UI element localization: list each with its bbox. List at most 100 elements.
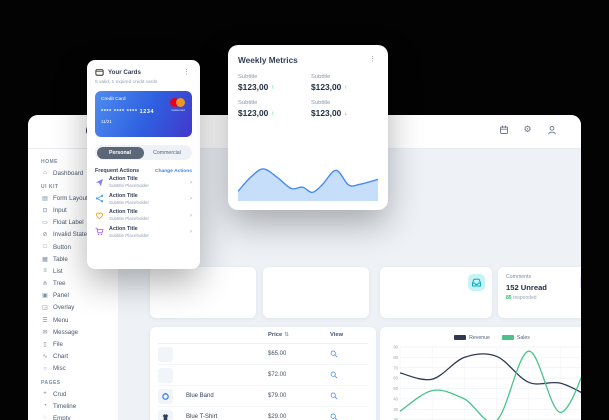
sidebar-item-input[interactable]: ⊡ Input (42, 206, 67, 214)
weekly-metric: Subtitle $123,00 ↑ (238, 100, 305, 118)
message-icon: ✉ (42, 329, 48, 336)
frequent-action-item[interactable]: Action Title Subtitle Placeholder › (95, 191, 192, 208)
trend-down-icon: ↓ (344, 109, 348, 117)
sidebar-item-misc[interactable]: ○ Misc (41, 363, 118, 375)
sidebar-item-list[interactable]: ≡ List (41, 265, 118, 277)
action-subtitle: Subtitle Placeholder (109, 199, 150, 205)
sidebar-item-message[interactable]: ✉ Message (42, 328, 79, 336)
weekly-metrics-menu-button[interactable]: ⋮ (369, 56, 376, 63)
sidebar-section-pages: PAGES (41, 380, 61, 386)
your-cards-menu-button[interactable]: ⋮ (183, 68, 190, 76)
metric-value: $123,00 ↑ (238, 108, 275, 118)
sidebar-item-form-layout[interactable]: ▤ Form Layout (42, 194, 88, 202)
send-icon (95, 178, 104, 187)
your-cards-title: Your Cards (108, 69, 141, 76)
table-row: Blue T-Shirt $29.00 (158, 407, 368, 420)
float-label-icon: ▭ (42, 220, 48, 227)
product-name: Blue Band (186, 393, 214, 399)
action-title: Action Title (109, 192, 138, 199)
panel-icon: ▣ (42, 293, 48, 300)
empty-icon: ◌ (43, 415, 47, 420)
sidebar-section-home: HOME (41, 159, 58, 165)
revenue-sales-chart-card: Revenue Sales 102030405060708090JanuaryFe… (380, 327, 581, 420)
settings-icon[interactable]: ⚙ (523, 124, 532, 134)
card-type-tabs: Personal Commercial (95, 145, 192, 160)
table-row: $65.00 (158, 344, 368, 365)
line-chart: 102030405060708090JanuaryFebruaryMarchAp… (386, 342, 581, 420)
chevron-right-icon: › (189, 195, 192, 203)
comments-responded: 85 responded (506, 294, 537, 301)
calendar-icon[interactable] (498, 124, 509, 135)
sidebar-item-table[interactable]: ▦ Table (42, 255, 68, 263)
weekly-metric: Subtitle $123,00 ↑ (311, 74, 378, 92)
weekly-metrics-sparkline (238, 161, 378, 201)
comments-label: Comments (506, 274, 532, 280)
sidebar-item-crud[interactable]: + Crud (41, 388, 118, 400)
view-product-button[interactable] (330, 371, 368, 379)
table-row: Blue Band $79.00 (158, 386, 368, 407)
legend-swatch (501, 335, 514, 340)
view-product-button[interactable] (330, 350, 368, 358)
sales-line (399, 350, 581, 420)
legend-item-revenue[interactable]: Revenue (454, 335, 490, 341)
sidebar-item-chart[interactable]: ∿ Chart (42, 353, 69, 361)
weekly-metrics-grid: Subtitle $123,00 ↑ Subtitle $123,00 ↑ Subtitle… (238, 74, 378, 118)
heart-icon (95, 211, 104, 220)
legend-swatch (454, 335, 467, 340)
your-cards-card: Your Cards ⋮ 5 valid, 1 expired credit c… (87, 60, 200, 269)
svg-text:70: 70 (393, 365, 398, 370)
comments-count: 152 Unread (506, 282, 547, 292)
inbox-icon (468, 274, 485, 291)
sidebar-item-file[interactable]: ▯ File (41, 338, 118, 350)
weekly-metric: Subtitle $123,00 ↑ (238, 74, 305, 92)
view-product-button[interactable] (330, 413, 368, 420)
svg-text:50: 50 (393, 386, 398, 391)
credit-card-number: **** **** **** 1234 (101, 109, 155, 115)
file-icon: ▯ (43, 342, 47, 349)
trend-up-icon: ↑ (271, 83, 275, 91)
stat-card-comments: Comments 152 Unread 85 responded (498, 267, 581, 318)
action-subtitle: Subtitle Placeholder (109, 232, 150, 238)
view-product-button[interactable] (330, 392, 368, 400)
topbar-icons: ⚙ (498, 124, 557, 135)
table-row: $72.00 (158, 365, 368, 386)
tab-commercial[interactable]: Commercial (153, 149, 181, 156)
mastercard-logo-icon: mastercard (170, 98, 186, 112)
sidebar-item-dashboard[interactable]: ⌂ Dashboard (41, 167, 118, 179)
metric-label: Subtitle (311, 100, 331, 106)
sidebar-item-overlay[interactable]: ◲ Overlay (42, 304, 75, 312)
action-title: Action Title (109, 225, 138, 232)
trend-up-icon: ↑ (271, 109, 275, 117)
legend-item-sales[interactable]: Sales (501, 335, 530, 341)
sidebar-item-menu[interactable]: ☰ Menu (42, 316, 69, 324)
comment-icon (580, 274, 581, 291)
timeline-icon: ◔ (43, 403, 47, 410)
price-column-header[interactable]: Price ⇅ (268, 332, 289, 338)
change-actions-link[interactable]: Change Actions (154, 168, 192, 174)
sort-icon: ⇅ (284, 332, 289, 338)
sidebar-item-invalid-state[interactable]: ⊘ Invalid State (42, 231, 88, 239)
frequent-action-item[interactable]: Action Title Subtitle Placeholder › (95, 174, 192, 191)
sidebar-item-timeline[interactable]: ◔ Timeline (41, 400, 118, 412)
frequent-action-item[interactable]: Action Title Subtitle Placeholder › (95, 207, 192, 224)
product-price: $29.00 (268, 414, 287, 420)
overlay-icon: ◲ (42, 305, 48, 312)
tab-personal[interactable]: Personal (96, 146, 144, 159)
sidebar-item-button[interactable]: □ Button (41, 241, 118, 253)
trend-up-icon: ↑ (344, 83, 348, 91)
sidebar-item-empty[interactable]: ◌ Empty (41, 412, 118, 420)
user-icon[interactable] (546, 124, 557, 135)
blue-tshirt-image (158, 409, 173, 420)
metric-label: Subtitle (311, 74, 331, 80)
sidebar-item-float-label[interactable]: ▭ Float Label (42, 219, 84, 227)
weekly-metric: Subtitle $123,00 ↓ (311, 100, 378, 118)
cart-icon (95, 227, 104, 236)
weekly-metrics-card: Weekly Metrics ⋮ Subtitle $123,00 ↑ Subtitl… (228, 45, 388, 210)
share-icon (95, 194, 104, 203)
sidebar-item-panel[interactable]: ▣ Panel (42, 292, 69, 300)
svg-text:90: 90 (393, 345, 398, 350)
frequent-action-item[interactable]: Action Title Subtitle Placeholder › (95, 224, 192, 241)
sidebar-item-tree[interactable]: ⋔ Tree (42, 280, 66, 288)
recent-sales-table: Price ⇅ View $65.00 $72.00 Blue Band $79.00 B… (150, 327, 376, 420)
